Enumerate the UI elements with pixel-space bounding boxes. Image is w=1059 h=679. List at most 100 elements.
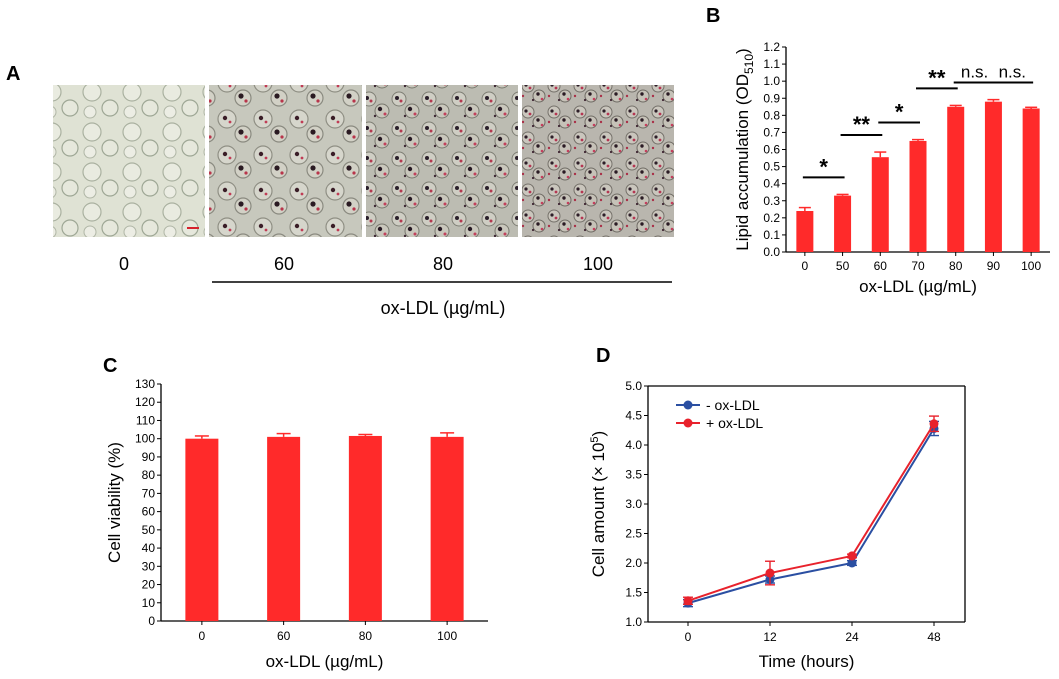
c-y-tick-label: 30 [142, 559, 156, 573]
c-x-tick-label: 0 [199, 629, 206, 643]
d-legend-marker [683, 400, 693, 410]
panel-letter-c: C [103, 355, 117, 377]
c-x-tick-label: 80 [359, 629, 373, 643]
c-x-label: ox-LDL (µg/mL) [266, 652, 384, 671]
b-bar [796, 211, 814, 252]
d-point [765, 568, 775, 578]
b-x-label: ox-LDL (µg/mL) [859, 277, 977, 296]
c-y-tick-label: 60 [142, 505, 156, 519]
d-point [847, 551, 857, 561]
c-y-tick-label: 70 [142, 486, 156, 500]
b-y-tick-label: 1.1 [763, 57, 780, 71]
b-y-tick-label: 0.4 [763, 177, 780, 191]
chart-b: 0.0 0.1 0.2 0.3 0.4 0.5 0.6 0.7 0.8 0.9 1.0 1.1 1.2 0… [733, 40, 1050, 296]
image-label-0: 0 [119, 254, 129, 274]
group-label: ox-LDL (µg/mL) [381, 298, 506, 318]
d-x-tick-label: 48 [927, 630, 941, 644]
d-x-tick-label: 12 [763, 630, 777, 644]
d-point [683, 596, 693, 606]
d-y-label: Cell amount (× 105) [589, 431, 608, 577]
d-legend-label: - ox-LDL [706, 397, 760, 413]
b-bar [871, 157, 889, 252]
b-y-label: Lipid accumulation (OD510) [733, 48, 756, 250]
b-bar [984, 101, 1002, 253]
d-series-line [687, 427, 935, 605]
d-y-tick-label: 4.0 [625, 438, 642, 452]
b-sig-label: n.s. [999, 63, 1026, 82]
b-bar [947, 106, 965, 253]
c-bar [267, 436, 301, 621]
d-y-tick-label: 2.0 [625, 556, 642, 570]
micrograph-0 [53, 85, 205, 237]
b-x-tick-label: 60 [874, 259, 888, 273]
c-y-tick-label: 20 [142, 578, 156, 592]
d-legend-label: + ox-LDL [706, 415, 763, 431]
b-sig-label: ** [853, 112, 871, 137]
c-y-tick-label: 80 [142, 468, 156, 482]
d-legend-marker [683, 418, 693, 428]
b-sig-label: ** [928, 65, 946, 90]
c-x-tick-label: 100 [437, 629, 457, 643]
c-y-tick-label: 110 [136, 413, 155, 427]
d-y-tick-label: 2.5 [625, 527, 642, 541]
chart-d: 1.0 1.5 2.0 2.5 3.0 3.5 4.0 4.5 5.0 0 12 24 48 - ox-L… [589, 379, 966, 671]
chart-c: 0 10 20 30 40 50 60 70 80 90 100 110 120 130 0 60 80 100 o… [105, 377, 488, 671]
panel-letter-a: A [6, 63, 20, 85]
scale-bar [187, 227, 199, 229]
d-x-tick-label: 24 [845, 630, 859, 644]
micrograph-100 [522, 85, 674, 237]
b-y-tick-label: 0.8 [763, 108, 780, 122]
panel-letter-b: B [706, 5, 720, 27]
micrograph-60 [209, 85, 362, 237]
b-x-tick-label: 0 [802, 259, 809, 273]
b-bar [1022, 108, 1040, 252]
b-y-tick-label: 0.2 [763, 211, 780, 225]
d-x-label: Time (hours) [759, 652, 855, 671]
c-y-tick-label: 100 [135, 432, 155, 446]
b-y-tick-label: 0.9 [763, 91, 780, 105]
b-x-tick-label: 100 [1021, 259, 1041, 273]
b-sig-label: * [819, 154, 828, 179]
b-y-tick-label: 0.6 [763, 143, 780, 157]
b-x-tick-label: 80 [949, 259, 963, 273]
c-y-tick-label: 50 [142, 523, 156, 537]
c-bar [185, 438, 219, 621]
c-y-tick-label: 0 [148, 614, 155, 628]
b-x-tick-label: 50 [836, 259, 850, 273]
d-y-tick-label: 1.0 [625, 615, 642, 629]
b-y-tick-label: 0.5 [763, 160, 780, 174]
b-y-tick-label: 1.2 [763, 40, 780, 54]
d-y-tick-label: 1.5 [625, 586, 642, 600]
b-y-tick-label: 0.7 [763, 125, 780, 139]
b-y-tick-label: 1.0 [763, 74, 780, 88]
d-point [847, 558, 857, 568]
d-y-tick-label: 5.0 [625, 379, 642, 393]
c-y-tick-label: 40 [142, 541, 156, 555]
d-y-tick-label: 3.0 [625, 497, 642, 511]
d-point [929, 419, 939, 429]
b-y-tick-label: 0.0 [763, 245, 780, 259]
micrograph-80 [366, 85, 518, 237]
image-label-100: 100 [583, 254, 613, 274]
b-sig-label: n.s. [961, 63, 988, 82]
c-y-tick-label: 130 [135, 377, 155, 391]
b-x-tick-label: 70 [911, 259, 925, 273]
c-y-label: Cell viability (%) [105, 442, 124, 563]
d-x-tick-label: 0 [685, 630, 692, 644]
c-bar [348, 435, 382, 621]
d-series-line [687, 423, 935, 602]
c-y-tick-label: 90 [142, 450, 156, 464]
image-label-80: 80 [433, 254, 453, 274]
c-bar [430, 436, 464, 621]
panel-letter-d: D [596, 345, 610, 367]
b-y-tick-label: 0.3 [763, 194, 780, 208]
c-y-tick-label: 10 [142, 596, 156, 610]
b-sig-label: * [895, 100, 904, 125]
c-x-tick-label: 60 [277, 629, 291, 643]
b-bar [834, 195, 852, 252]
c-y-tick-label: 120 [135, 395, 155, 409]
b-bar [909, 140, 927, 252]
b-y-tick-label: 0.1 [763, 228, 780, 242]
b-x-tick-label: 90 [987, 259, 1001, 273]
